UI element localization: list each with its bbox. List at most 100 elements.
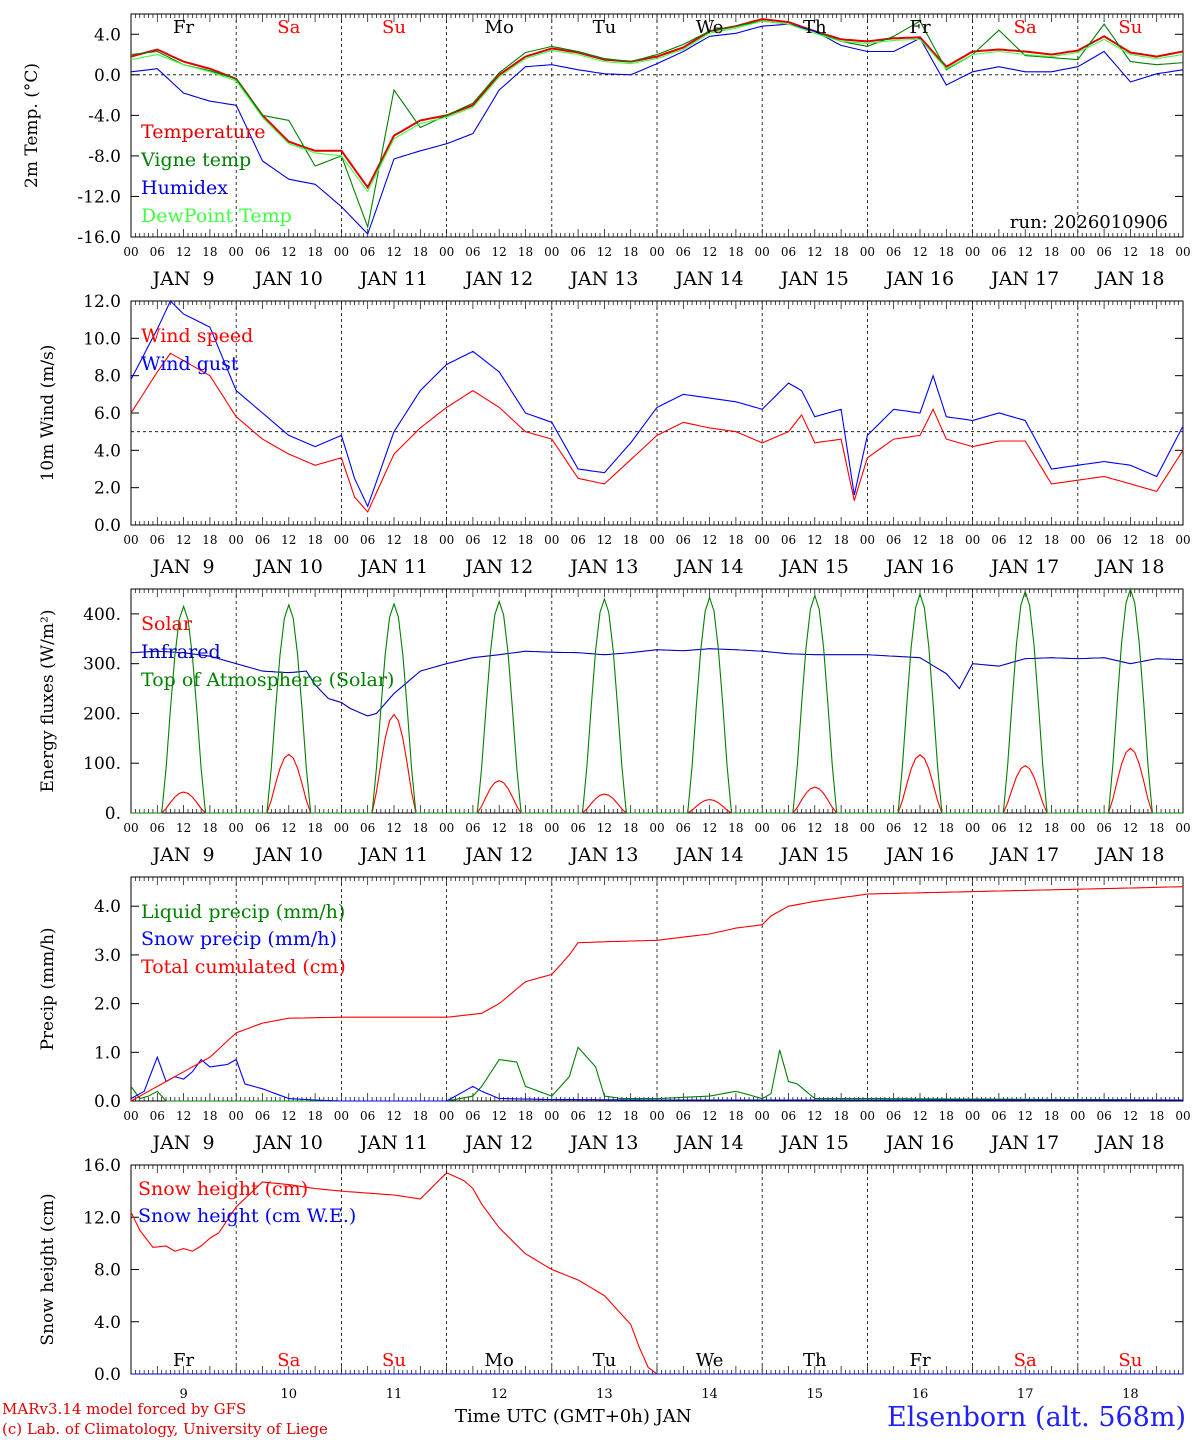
hour-tick-label: 00 — [1175, 245, 1190, 259]
day-label: JAN 13 — [568, 844, 638, 866]
y-tick-label: 2.0 — [94, 479, 121, 499]
hour-tick-label: 18 — [518, 821, 533, 835]
hour-tick-label: 18 — [518, 1109, 533, 1123]
day-label: JAN 17 — [989, 556, 1059, 578]
hour-tick-label: 12 — [492, 821, 507, 835]
legend-entry: Top of Atmosphere (Solar) — [141, 669, 394, 691]
hour-tick-label: 00 — [755, 533, 770, 547]
hour-tick-label: 00 — [439, 1109, 454, 1123]
hour-tick-label: 06 — [781, 821, 796, 835]
hour-tick-label: 06 — [150, 1109, 165, 1123]
hour-tick-label: 00 — [123, 245, 138, 259]
day-label: JAN 15 — [779, 844, 849, 866]
day-label: JAN 13 — [568, 556, 638, 578]
hour-tick-label: 12 — [281, 821, 296, 835]
hour-tick-label: 00 — [1070, 245, 1085, 259]
hour-tick-label: 12 — [807, 533, 822, 547]
legend-entry: Snow height (cm) — [138, 1178, 308, 1200]
hour-tick-label: 12 — [1123, 821, 1138, 835]
hour-tick-label: 12 — [702, 821, 717, 835]
hour-tick-label: 12 — [492, 245, 507, 259]
hour-tick-label: 06 — [1096, 821, 1111, 835]
weekday-label: Mo — [485, 1350, 514, 1371]
hour-tick-label: 00 — [439, 533, 454, 547]
panel-1: -16.0 -12.0 -8.0 -4.0 0.0 4.0 2m Temp. (°C) 00 0… — [22, 13, 1191, 290]
hour-tick-label: 00 — [229, 821, 244, 835]
day-label: JAN 18 — [1094, 268, 1164, 290]
hour-tick-label: 12 — [386, 245, 401, 259]
hour-tick-label: 18 — [413, 245, 428, 259]
hour-tick-label: 18 — [307, 533, 322, 547]
day-label: JAN 13 — [568, 1132, 638, 1154]
hour-tick-label: 06 — [255, 1109, 270, 1123]
hour-tick-label: 06 — [676, 245, 691, 259]
y-tick-label: -8.0 — [88, 147, 121, 167]
hour-tick-label: 00 — [334, 1109, 349, 1123]
series-wind-speed — [130, 352, 1184, 513]
y-tick-label: 12.0 — [83, 292, 121, 312]
day-label: JAN 11 — [358, 1132, 428, 1154]
day-label: JAN 14 — [674, 844, 744, 866]
hour-tick-label: 18 — [413, 1109, 428, 1123]
hour-tick-label: 06 — [150, 245, 165, 259]
legend-entry: Liquid precip (mm/h) — [141, 901, 345, 923]
y-tick-label: 0.0 — [94, 516, 121, 536]
day-number-label: 10 — [281, 1387, 298, 1402]
day-number-label: 9 — [179, 1387, 187, 1402]
hour-tick-label: 12 — [807, 821, 822, 835]
weekday-label: Fr — [909, 17, 930, 38]
day-number-label: 17 — [1017, 1387, 1034, 1402]
y-tick-label: 4.0 — [94, 441, 121, 461]
weekday-label: Th — [803, 1350, 827, 1371]
y-axis-label: Precip (mm/h) — [38, 927, 58, 1050]
hour-tick-label: 06 — [570, 245, 585, 259]
y-tick-label: 8.0 — [94, 1261, 121, 1281]
hour-tick-label: 12 — [807, 1109, 822, 1123]
hour-tick-label: 12 — [912, 821, 927, 835]
day-label: JAN 15 — [779, 1132, 849, 1154]
day-label: JAN 12 — [463, 844, 533, 866]
hour-tick-label: 12 — [912, 245, 927, 259]
hour-tick-label: 00 — [334, 245, 349, 259]
hour-tick-label: 12 — [702, 1109, 717, 1123]
y-axis-label: Energy fluxes (W/m²) — [38, 610, 58, 793]
y-tick-label: 16.0 — [83, 1156, 121, 1176]
hour-tick-label: 18 — [1149, 533, 1164, 547]
hour-tick-label: 18 — [728, 821, 743, 835]
hour-tick-label: 06 — [465, 245, 480, 259]
hour-tick-label: 18 — [413, 821, 428, 835]
hour-tick-label: 12 — [597, 245, 612, 259]
y-tick-label: 3.0 — [94, 946, 121, 966]
hour-tick-label: 12 — [1123, 245, 1138, 259]
day-label: JAN 17 — [989, 1132, 1059, 1154]
hour-tick-label: 12 — [807, 245, 822, 259]
hour-tick-label: 00 — [860, 1109, 875, 1123]
hour-tick-label: 12 — [597, 1109, 612, 1123]
legend-entry: Wind gust — [141, 353, 239, 375]
run-label: run: 2026010906 — [1010, 212, 1168, 233]
hour-tick-label: 18 — [518, 245, 533, 259]
legend-entry: Solar — [141, 613, 193, 635]
hour-tick-label: 00 — [123, 821, 138, 835]
day-label: JAN 15 — [779, 556, 849, 578]
series-liquid-precip-mm-h — [130, 1046, 1183, 1102]
hour-tick-label: 18 — [1149, 1109, 1164, 1123]
legend-entry: Snow precip (mm/h) — [141, 928, 337, 950]
hour-tick-label: 18 — [728, 1109, 743, 1123]
y-tick-label: 6.0 — [94, 404, 121, 424]
weekday-label: Fr — [173, 1350, 194, 1371]
hour-tick-label: 18 — [1149, 821, 1164, 835]
hour-tick-label: 00 — [965, 821, 980, 835]
y-tick-label: 1.0 — [94, 1043, 121, 1063]
hour-tick-label: 06 — [150, 821, 165, 835]
legend-entry: Total cumulated (cm) — [141, 956, 346, 978]
hour-tick-label: 06 — [465, 821, 480, 835]
day-label: JAN 10 — [253, 556, 323, 578]
weekday-label: Sa — [1014, 17, 1037, 38]
hour-tick-label: 06 — [1096, 1109, 1111, 1123]
series-wind-gust — [130, 300, 1184, 508]
day-label: JAN 16 — [884, 556, 954, 578]
hour-tick-label: 12 — [281, 1109, 296, 1123]
day-label: JAN 10 — [253, 268, 323, 290]
